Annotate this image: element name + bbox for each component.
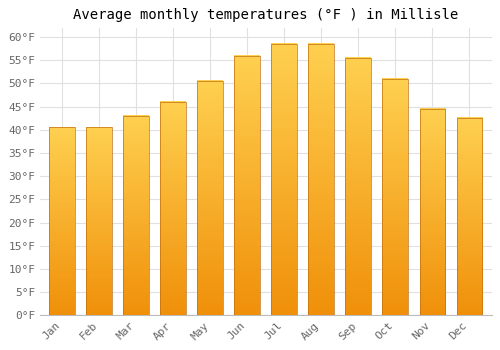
Bar bbox=[124, 116, 150, 315]
Bar bbox=[272, 44, 297, 315]
Bar bbox=[86, 127, 113, 315]
Bar bbox=[160, 102, 186, 315]
Title: Average monthly temperatures (°F ) in Millisle: Average monthly temperatures (°F ) in Mi… bbox=[74, 8, 458, 22]
Bar bbox=[456, 118, 482, 315]
Bar bbox=[420, 109, 446, 315]
Bar bbox=[234, 56, 260, 315]
Bar bbox=[50, 127, 76, 315]
Bar bbox=[198, 81, 224, 315]
Bar bbox=[382, 79, 408, 315]
Bar bbox=[346, 58, 372, 315]
Bar bbox=[308, 44, 334, 315]
